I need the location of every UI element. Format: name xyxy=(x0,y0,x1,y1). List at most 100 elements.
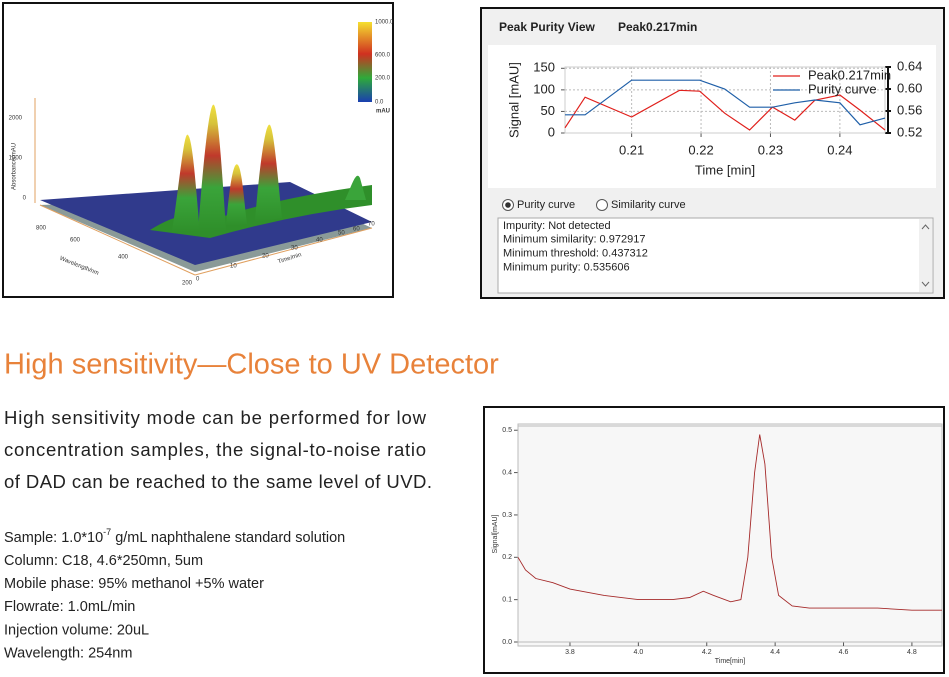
x-tick-label: 0.23 xyxy=(758,142,783,157)
paragraph-line: High sensitivity mode can be performed f… xyxy=(4,407,427,428)
colorbar-label: 200.0 xyxy=(375,76,391,82)
y2-tick-label: 0.60 xyxy=(897,80,922,95)
peak xyxy=(198,104,226,232)
z-axis-label: Absorbance/mAU xyxy=(12,143,18,190)
series-line xyxy=(565,79,886,126)
y-tick-label: 0.1 xyxy=(502,596,512,603)
paragraph: High sensitivity mode can be performed f… xyxy=(4,407,432,492)
text: g/mL naphthalene standard solution xyxy=(111,530,345,546)
colorbar-label: 0.0 xyxy=(375,100,384,106)
x-tick-label: 4.0 xyxy=(633,649,643,656)
time-tick-label: 20 xyxy=(262,254,269,260)
x-tick-label: 4.2 xyxy=(702,649,712,656)
time-tick-label: 30 xyxy=(291,246,298,252)
results-box xyxy=(497,217,934,294)
time-tick-label: 0 xyxy=(196,277,200,283)
x-tick-label: 4.6 xyxy=(839,649,849,656)
y-tick-label: 0 xyxy=(548,124,555,139)
radio-label: Similarity curve xyxy=(611,199,686,211)
radio-button xyxy=(596,199,608,211)
x-tick-label: 4.4 xyxy=(770,649,780,656)
plot-frame xyxy=(564,66,886,134)
condition-line: Wavelength: 254nm xyxy=(4,646,132,662)
condition-line: Injection volume: 20uL xyxy=(4,622,149,638)
text: Sample: 1.0*10 xyxy=(4,530,103,546)
peak xyxy=(226,164,247,226)
surface-panel: 1000.0 600.0 200.0 0.0 mAU Absorbance/mA… xyxy=(2,2,394,298)
chromatogram-chart: 0.0 0.1 0.2 0.3 0.4 0.5 3.8 4.0 4.2 4.4 4.6 4.8 Time… xyxy=(492,425,943,665)
colorbar-unit: mAU xyxy=(376,109,390,115)
plot-area xyxy=(517,423,943,647)
legend-label: Purity curve xyxy=(808,81,877,96)
wavelength-tick-label: 200 xyxy=(182,281,193,287)
z-tick-label: 2000 xyxy=(9,116,23,122)
wavelength-tick-label: 400 xyxy=(118,255,129,261)
condition-line: Mobile phase: 95% methanol +5% water xyxy=(4,576,264,592)
chart-area xyxy=(488,45,936,188)
y-tick-label: 0.4 xyxy=(502,469,512,476)
condition-line: Sample: 1.0*10-7 g/mL naphthalene standa… xyxy=(4,527,345,545)
legend-label: Peak0.217min xyxy=(808,67,891,82)
wavelength-tick-label: 600 xyxy=(70,238,81,244)
panel-title: Peak Purity View xyxy=(499,20,595,34)
condition-line: Column: C18, 4.6*250mn, 5um xyxy=(4,553,203,569)
y-tick-label: 0.3 xyxy=(502,512,512,519)
conditions: Column: C18, 4.6*250mn, 5um Mobile phase:… xyxy=(4,553,264,662)
series-line xyxy=(517,434,942,611)
result-line: Impurity: Not detected xyxy=(503,220,611,232)
purity-panel: Peak Purity View Peak0.217min 0 50 100 150 0… xyxy=(480,7,945,299)
y2-tick-label: 0.64 xyxy=(897,58,922,73)
peak xyxy=(255,124,282,222)
chromatogram-panel: 0.0 0.1 0.2 0.3 0.4 0.5 3.8 4.0 4.2 4.4 4.6 4.8 Time… xyxy=(483,406,945,674)
time-tick-label: 60 xyxy=(353,227,360,233)
time-tick-label: 70 xyxy=(368,222,375,228)
scrollbar xyxy=(919,219,932,292)
series-line xyxy=(564,89,886,131)
time-tick-label: 40 xyxy=(316,238,323,244)
time-axis xyxy=(194,227,373,276)
result-line: Minimum threshold: 0.437312 xyxy=(503,248,648,260)
z-tick-label: 0 xyxy=(23,196,27,202)
peak xyxy=(345,175,366,200)
result-line: Minimum purity: 0.535606 xyxy=(503,261,630,273)
condition-line: Flowrate: 1.0mL/min xyxy=(4,599,135,615)
y2-tick-label: 0.52 xyxy=(897,124,922,139)
y-tick-label: 0.5 xyxy=(502,427,512,434)
x-axis-label: Time [min] xyxy=(695,162,755,177)
radio-label: Purity curve xyxy=(517,199,575,211)
x-tick-label: 3.8 xyxy=(565,649,575,656)
x-axis-label: Time[min] xyxy=(715,658,746,665)
time-tick-label: 10 xyxy=(230,264,237,270)
y-tick-label: 150 xyxy=(533,60,555,75)
radio-dot xyxy=(505,202,511,208)
y-tick-label: 100 xyxy=(533,81,555,96)
y-tick-label: 0.0 xyxy=(502,639,512,646)
wavelength-axis xyxy=(39,204,196,276)
x-tick-label: 4.8 xyxy=(907,649,917,656)
purity-chart: 0 50 100 150 0.21 0.22 0.23 0.24 0.52 0.56 0.60 0.6… xyxy=(502,58,922,273)
paragraph-line: of DAD can be reached to the same level … xyxy=(4,471,432,492)
wavelength-tick-label: 800 xyxy=(36,226,47,232)
peak xyxy=(172,134,200,232)
x-tick-label: 0.22 xyxy=(688,142,713,157)
scroll-arrows xyxy=(921,224,930,287)
colorbar-label: 600.0 xyxy=(375,53,391,59)
z-tick-label: 1000 xyxy=(9,156,23,162)
paragraph-line: concentration samples, the signal-to-noi… xyxy=(4,439,426,460)
plot-frame xyxy=(517,425,943,643)
colorbar-label: 1000.0 xyxy=(375,20,394,26)
y2-tick-label: 0.56 xyxy=(897,102,922,117)
y-tick-label: 50 xyxy=(541,103,555,118)
heading: High sensitivity—Close to UV Detector xyxy=(4,349,499,381)
y-tick-label: 0.2 xyxy=(502,554,512,561)
x-tick-label: 0.24 xyxy=(827,142,852,157)
peak-name: Peak0.217min xyxy=(618,20,697,34)
colorbar xyxy=(358,22,372,102)
superscript: -7 xyxy=(103,527,111,537)
y-axis-label: Signal[mAU] xyxy=(492,514,499,553)
y-axis-label: Signal [mAU] xyxy=(506,62,521,138)
time-tick-label: 50 xyxy=(338,231,345,237)
